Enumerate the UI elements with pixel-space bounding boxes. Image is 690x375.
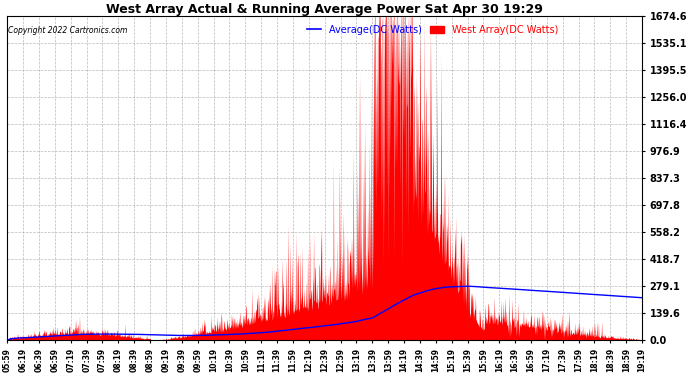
Title: West Array Actual & Running Average Power Sat Apr 30 19:29: West Array Actual & Running Average Powe… [106, 3, 543, 16]
Text: Copyright 2022 Cartronics.com: Copyright 2022 Cartronics.com [8, 26, 127, 34]
Legend: Average(DC Watts), West Array(DC Watts): Average(DC Watts), West Array(DC Watts) [303, 21, 562, 38]
